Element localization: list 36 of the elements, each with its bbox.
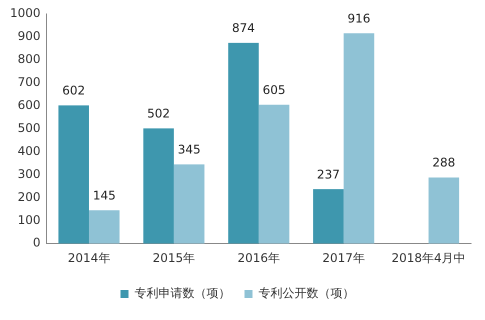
y-tick-label: 500 [18,120,41,135]
x-tick-label: 2014年 [68,250,110,265]
data-label: 602 [62,84,86,98]
x-tick-label: 2017年 [322,250,365,265]
y-tick-label: 200 [18,190,41,204]
bar [58,105,89,244]
x-tick-label: 2015年 [152,250,196,265]
bar [228,42,259,244]
y-tick-label: 600 [18,98,41,112]
data-label: 237 [316,167,340,182]
y-tick-label: 400 [18,144,41,158]
y-tick-label: 1000 [10,6,41,20]
data-label: 874 [232,21,255,36]
data-label: 916 [347,11,370,26]
y-tick-label: 800 [18,52,41,66]
y-tick-label: 100 [18,212,41,227]
bar [143,128,174,244]
bar [344,33,374,244]
bar [428,177,460,244]
legend-label: 专利公开数（项） [258,286,354,300]
y-tick-label: 700 [18,75,41,90]
x-tick-label: 2018年4月中 [391,250,466,265]
data-label: 605 [262,82,286,97]
y-tick-label: 300 [18,166,41,181]
x-tick-label: 2016年 [237,250,280,265]
data-label: 502 [147,106,170,120]
data-label: 345 [178,142,201,157]
bar [174,164,204,244]
legend-label: 专利申请数（项） [134,286,230,300]
bar [258,104,290,244]
y-tick-label: 0 [32,236,41,250]
data-label: 145 [92,188,116,202]
data-label: 288 [432,156,456,170]
y-tick-label: 900 [18,29,41,44]
bar [313,189,344,244]
bar [88,210,120,244]
